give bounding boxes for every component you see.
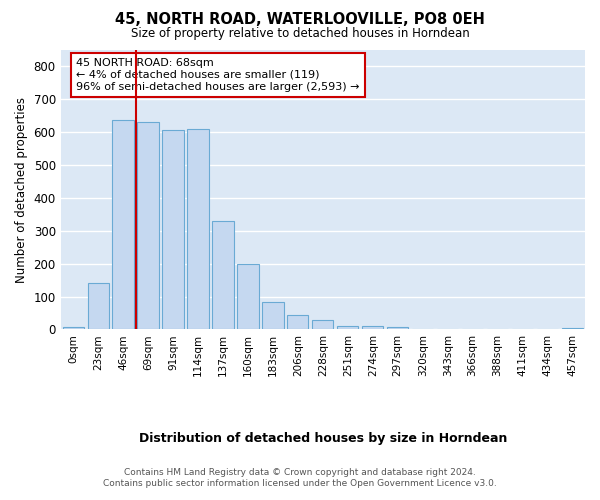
Text: Contains HM Land Registry data © Crown copyright and database right 2024.
Contai: Contains HM Land Registry data © Crown c… [103,468,497,487]
Bar [62,327,84,330]
Bar [88,283,109,330]
X-axis label: Distribution of detached houses by size in Horndean: Distribution of detached houses by size … [139,432,507,445]
Bar [112,120,134,330]
Bar [387,328,409,330]
Bar [187,129,209,330]
Bar [337,326,358,330]
Text: Size of property relative to detached houses in Horndean: Size of property relative to detached ho… [131,28,469,40]
Bar [163,130,184,330]
Bar [212,221,233,330]
Bar [312,320,334,330]
Text: 45 NORTH ROAD: 68sqm
← 4% of detached houses are smaller (119)
96% of semi-detac: 45 NORTH ROAD: 68sqm ← 4% of detached ho… [76,58,360,92]
Text: 45, NORTH ROAD, WATERLOOVILLE, PO8 0EH: 45, NORTH ROAD, WATERLOOVILLE, PO8 0EH [115,12,485,28]
Y-axis label: Number of detached properties: Number of detached properties [15,96,28,282]
Bar [362,326,383,330]
Bar [287,314,308,330]
Bar [562,328,583,330]
Bar [238,264,259,330]
Bar [262,302,284,330]
Bar [137,122,158,330]
